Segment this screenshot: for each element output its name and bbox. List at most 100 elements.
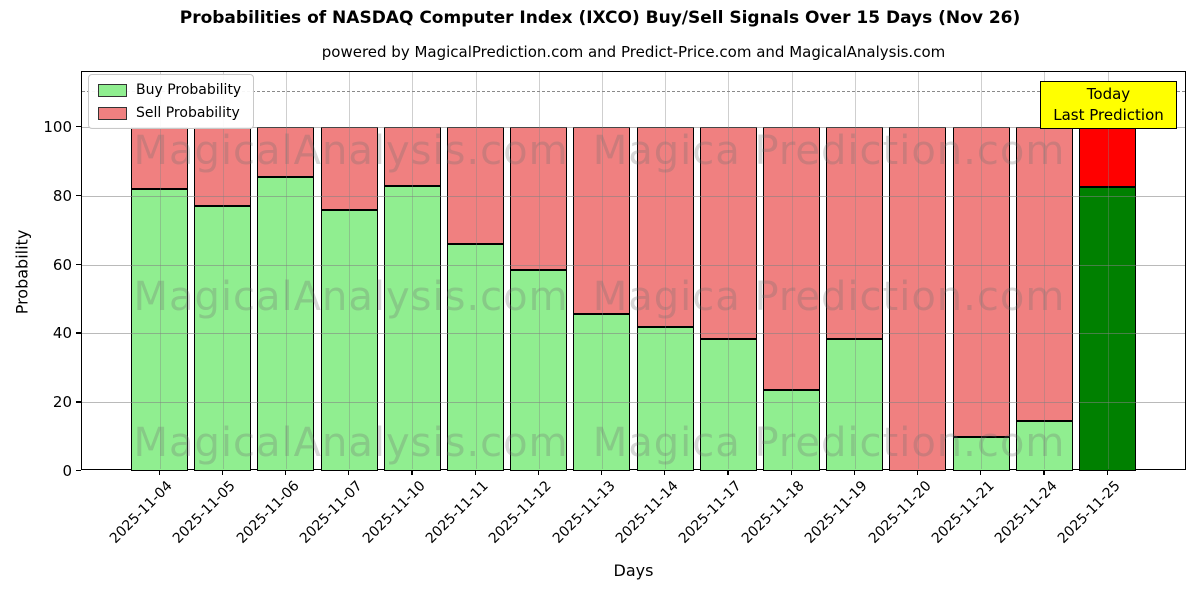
buy-bar-segment xyxy=(763,390,820,471)
sell-bar-segment xyxy=(763,127,820,391)
today-annotation: Today Last Prediction xyxy=(1040,81,1177,129)
today-annotation-line1: Today xyxy=(1086,85,1131,103)
vertical-gridline xyxy=(981,72,983,469)
today-annotation-line2: Last Prediction xyxy=(1053,106,1164,124)
x-tick-mark xyxy=(790,470,792,475)
vertical-gridline xyxy=(285,72,287,469)
vertical-gridline xyxy=(538,72,540,469)
watermark-text: Magica Prediction.com xyxy=(592,274,1066,320)
x-tick-label: 2025-11-06 xyxy=(233,478,303,547)
buy-bar-segment xyxy=(447,243,504,471)
y-tick-label: 0 xyxy=(62,462,72,480)
sell-bar-segment xyxy=(1079,127,1136,188)
legend-item: Sell Probability xyxy=(98,105,241,121)
x-tick-label: 2025-11-20 xyxy=(865,478,935,547)
y-tick-label: 40 xyxy=(52,324,72,343)
x-tick-label: 2025-11-04 xyxy=(106,478,176,547)
horizontal-gridline xyxy=(82,264,1185,266)
vertical-gridline xyxy=(728,72,730,469)
vertical-gridline xyxy=(475,72,477,469)
vertical-gridline xyxy=(601,72,603,469)
threshold-dashed-line xyxy=(82,90,1185,92)
watermark-text: Magica Prediction.com xyxy=(592,420,1066,466)
sell-bar-segment xyxy=(952,127,1010,437)
buy-bar-segment xyxy=(573,314,631,471)
x-tick-mark xyxy=(916,470,919,475)
y-tick-mark xyxy=(76,263,81,265)
y-tick-mark xyxy=(76,470,81,472)
buy-bar-segment xyxy=(257,176,315,471)
vertical-gridline xyxy=(854,72,856,469)
x-tick-label: 2025-11-11 xyxy=(422,478,492,547)
legend-label: Buy Probability xyxy=(136,82,242,98)
x-tick-mark xyxy=(853,470,856,475)
buy-bar-segment xyxy=(320,209,378,471)
x-tick-mark xyxy=(158,470,160,475)
legend-swatch xyxy=(98,83,127,97)
chart-subtitle: powered by MagicalPrediction.com and Pre… xyxy=(321,43,946,61)
buy-bar-segment xyxy=(510,269,568,471)
x-tick-label: 2025-11-07 xyxy=(296,478,366,547)
sell-bar-segment xyxy=(826,127,884,339)
horizontal-gridline xyxy=(82,127,1185,129)
sell-bar-segment xyxy=(447,127,504,244)
sell-bar-segment xyxy=(889,127,947,471)
x-tick-label: 2025-11-14 xyxy=(612,478,682,547)
x-tick-mark xyxy=(980,470,982,475)
y-tick-label: 20 xyxy=(52,393,72,412)
sell-bar-segment xyxy=(510,127,568,270)
x-tick-mark xyxy=(1106,470,1108,475)
x-tick-mark xyxy=(727,470,729,475)
y-tick-mark xyxy=(76,126,81,128)
watermark-text: Magica Prediction.com xyxy=(592,128,1066,174)
x-tick-label: 2025-11-12 xyxy=(486,478,556,547)
y-tick-label: 60 xyxy=(52,255,72,274)
vertical-gridline xyxy=(791,72,793,469)
buy-bar-segment xyxy=(699,338,757,471)
x-tick-label: 2025-11-21 xyxy=(928,478,998,547)
y-tick-label: 80 xyxy=(52,186,72,205)
y-tick-mark xyxy=(76,194,81,197)
buy-bar-segment xyxy=(826,338,884,471)
horizontal-gridline xyxy=(82,333,1185,335)
y-axis-label: Probability xyxy=(12,229,32,315)
x-tick-mark xyxy=(284,470,287,475)
x-tick-mark xyxy=(474,470,476,475)
x-tick-label: 2025-11-18 xyxy=(738,478,808,547)
x-axis-label: Days xyxy=(613,561,654,580)
vertical-gridline xyxy=(349,72,351,469)
x-tick-mark xyxy=(664,470,666,475)
x-tick-label: 2025-11-24 xyxy=(991,478,1061,547)
legend-swatch xyxy=(98,106,127,120)
y-tick-label: 100 xyxy=(43,118,72,137)
plot-area: MagicalAnalysis.com Magica Prediction.com… xyxy=(81,71,1186,471)
vertical-gridline xyxy=(917,72,919,469)
vertical-gridline xyxy=(159,72,161,469)
vertical-gridline xyxy=(1044,72,1046,469)
x-tick-mark xyxy=(1043,470,1045,475)
buy-bar-segment xyxy=(383,185,441,471)
sell-bar-segment xyxy=(1015,127,1073,422)
x-tick-mark xyxy=(600,470,603,475)
y-tick-mark xyxy=(76,332,81,334)
x-tick-label: 2025-11-25 xyxy=(1054,478,1124,547)
legend-label: Sell Probability xyxy=(136,105,240,121)
x-tick-mark xyxy=(221,470,224,475)
buy-bar-segment xyxy=(131,188,188,471)
x-tick-label: 2025-11-19 xyxy=(802,478,872,547)
x-tick-label: 2025-11-13 xyxy=(549,478,619,547)
chart-title: Probabilities of NASDAQ Computer Index (… xyxy=(179,8,1021,28)
legend: Buy Probability Sell Probability xyxy=(88,74,255,129)
x-tick-label: 2025-11-17 xyxy=(675,478,745,547)
y-tick-mark xyxy=(76,401,81,403)
x-tick-mark xyxy=(411,470,413,475)
horizontal-gridline xyxy=(82,402,1185,404)
sell-bar-segment xyxy=(699,127,757,339)
vertical-gridline xyxy=(665,72,667,469)
x-tick-mark xyxy=(348,470,350,475)
x-tick-mark xyxy=(537,470,540,475)
vertical-gridline xyxy=(412,72,414,469)
watermark-text: MagicalAnalysis.com xyxy=(133,420,569,466)
buy-bar-segment xyxy=(1079,187,1136,471)
